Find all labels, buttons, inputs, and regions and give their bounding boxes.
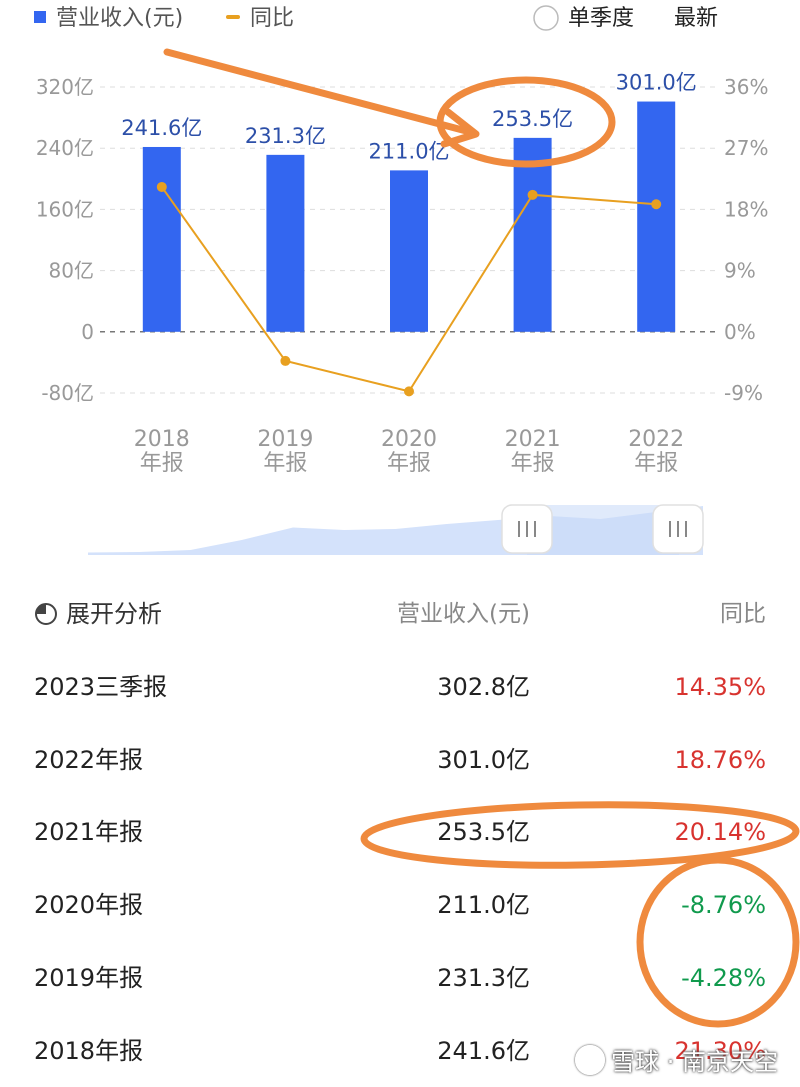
revenue-cell: 241.6亿 [437,1036,530,1065]
expand-analysis-button[interactable]: 展开分析 [34,578,162,650]
right-axis-tick-label: 36% [724,75,768,99]
period-cell: 2019年报 [34,963,144,992]
revenue-cell: 301.0亿 [437,745,530,774]
yoy-point[interactable] [651,199,662,210]
revenue-column-header: 营业收入(元) [397,601,530,627]
table-row[interactable]: 2019年报 231.3亿 -4.28% [0,942,800,1014]
revenue-cell: 253.5亿 [437,818,530,847]
right-axis-tick-label: -9% [724,381,763,405]
range-slider-right-handle[interactable] [652,504,704,554]
period-cell: 2021年报 [34,818,144,847]
revenue-bar[interactable] [142,146,181,332]
expand-analysis-label: 展开分析 [66,600,162,628]
yoy-cell: 18.76% [674,745,766,774]
yoy-cell: 20.14% [674,818,766,847]
legend-yoy-label: 同比 [250,6,294,31]
right-axis-tick-label: 27% [724,136,768,160]
left-axis-tick-label: 160亿 [36,197,94,221]
yoy-line [156,181,662,397]
legend-revenue-label: 营业收入(元) [56,6,183,31]
bar-value-label: 253.5亿 [492,107,573,131]
category-label: 2019 年报 [257,427,313,476]
pie-chart-icon [35,603,57,625]
period-cell: 2022年报 [34,745,144,774]
annotation-circle-2021-bar [436,76,616,168]
yoy-cell: 21.30% [674,1036,766,1065]
category-label: 2021 年报 [505,427,561,476]
yoy-cell: -8.76% [681,891,766,920]
table-row[interactable]: 2021年报 253.5亿 20.14% [0,796,800,868]
left-axis: -80亿 0 80亿 160亿 240亿 320亿 [36,75,94,405]
revenue-bars [142,101,676,332]
grid [100,86,718,394]
right-axis-tick-label: 18% [724,197,768,221]
left-axis-tick-label: 320亿 [36,75,94,99]
category-label: 2018 年报 [134,427,190,476]
bar-value-label: 231.3亿 [245,124,326,148]
table-row[interactable]: 2022年报 301.0亿 18.76% [0,724,800,796]
bar-value-label: 241.6亿 [121,116,202,140]
left-axis-tick-label: 80亿 [49,259,94,283]
single-quarter-label: 单季度 [568,6,634,31]
revenue-cell: 302.8亿 [437,673,530,701]
table-header: 展开分析 营业收入(元) 同比 [0,578,800,650]
category-axis: 2018 年报 2019 年报 2020 年报 2021 年报 2022 年报 [134,427,684,476]
range-slider[interactable] [88,504,704,555]
yoy-cell: -4.28% [681,963,766,992]
yoy-point[interactable] [404,386,414,397]
period-cell: 2020年报 [34,891,144,920]
revenue-cell: 211.0亿 [437,891,530,920]
legend-yoy-swatch [226,15,240,19]
category-label: 2020 年报 [381,427,437,476]
watermark: 雪球 · 南京天空 [575,1042,778,1077]
snowball-logo-icon [575,1044,606,1075]
revenue-bar[interactable] [390,170,428,332]
left-axis-tick-label: -80亿 [41,381,94,405]
category-label: 2022 年报 [628,427,684,476]
yoy-column-header: 同比 [720,601,766,627]
table-row[interactable]: 2020年报 211.0亿 -8.76% [0,869,800,941]
left-axis-tick-label: 0 [81,320,94,344]
revenue-cell: 231.3亿 [437,963,530,992]
revenue-bar[interactable] [637,101,676,332]
latest-button[interactable]: 最新 [674,6,718,31]
legend-revenue-swatch [34,11,46,23]
bar-value-label: 211.0亿 [368,139,449,163]
left-axis-tick-label: 240亿 [36,136,94,160]
period-cell: 2018年报 [34,1036,144,1065]
table-row[interactable]: 2018年报 241.6亿 21.30% [0,1015,800,1087]
right-axis-tick-label: 9% [724,259,756,283]
single-quarter-toggle[interactable]: 单季度 [533,5,634,31]
revenue-bar[interactable] [266,154,305,332]
range-slider-left-handle[interactable] [501,504,553,554]
revenue-chart: 营业收入(元) 同比 单季度 最新 -80亿 0 80亿 160亿 240亿 320亿 -… [34,5,768,555]
right-axis-tick-label: 0% [724,320,756,344]
revenue-bar[interactable] [513,137,552,332]
chart-legend[interactable]: 营业收入(元) 同比 [34,6,294,31]
bar-value-label: 301.0亿 [616,71,697,95]
right-axis: -9% 0% 9% 18% 27% 36% [724,75,768,405]
yoy-cell: 14.35% [674,673,766,701]
yoy-point[interactable] [280,355,291,366]
bar-labels: 241.6亿 231.3亿 211.0亿 253.5亿 301.0亿 [121,71,697,164]
yoy-point[interactable] [156,181,167,192]
table-row[interactable]: 2023三季报 302.8亿 14.35% [0,651,800,723]
single-quarter-radio[interactable] [533,5,559,31]
period-cell: 2023三季报 [34,673,168,701]
yoy-point[interactable] [527,189,538,200]
watermark-text: 雪球 · 南京天空 [611,1048,778,1076]
